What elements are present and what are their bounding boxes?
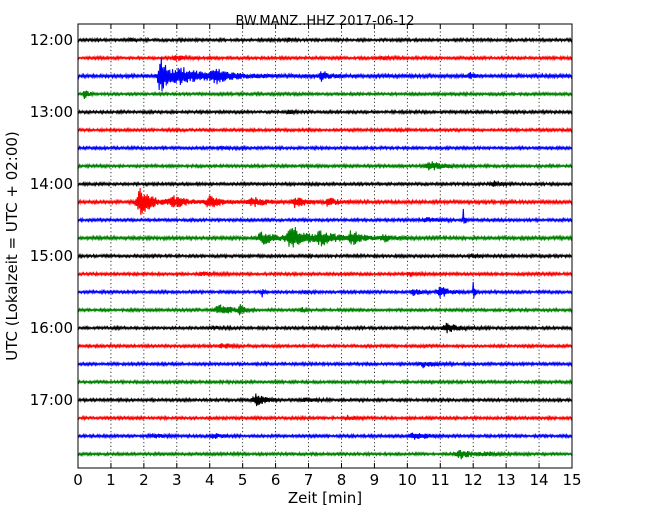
x-tick-label: 3 (172, 471, 182, 489)
y-axis-label: UTC (Lokalzeit = UTC + 02:00) (3, 131, 21, 361)
y-tick-label: 15:00 (30, 247, 73, 265)
trace-1730 (77, 432, 573, 440)
plot-frame (77, 23, 573, 469)
x-tick-label: 15 (562, 471, 581, 489)
y-tick-label: 14:00 (30, 175, 73, 193)
y-tick-label: 12:00 (30, 31, 73, 49)
y-tick-label: 16:00 (30, 319, 73, 337)
x-tick-label: 8 (337, 471, 347, 489)
x-tick-label: 6 (271, 471, 281, 489)
x-tick-label: 11 (431, 471, 450, 489)
x-tick-label: 7 (304, 471, 314, 489)
trace-1345 (77, 161, 573, 171)
x-tick-label: 10 (398, 471, 417, 489)
trace-1545 (77, 304, 573, 316)
x-tick-label: 13 (497, 471, 516, 489)
trace-1230 (77, 57, 573, 92)
trace-1515 (77, 270, 573, 278)
trace-1215 (77, 54, 573, 62)
x-axis-label: Zeit [min] (288, 489, 362, 507)
trace-1245 (77, 90, 573, 100)
trace-1645 (77, 378, 573, 386)
trace-group (77, 36, 573, 460)
trace-1715 (77, 414, 573, 422)
trace-1530 (77, 281, 573, 299)
ticks: 0 1 2 3 4 5 6 7 8 9 10 11 12 13 14 1512:0013:0014:0015:… (30, 24, 582, 489)
y-tick-label: 17:00 (30, 391, 73, 409)
trace-1700 (77, 393, 573, 407)
trace-1315 (77, 126, 573, 134)
x-tick-label: 5 (238, 471, 248, 489)
x-tick-label: 12 (464, 471, 483, 489)
x-tick-label: 2 (139, 471, 149, 489)
x-tick-label: 9 (370, 471, 380, 489)
x-tick-label: 1 (106, 471, 116, 489)
x-tick-label: 14 (530, 471, 549, 489)
trace-1200 (77, 36, 573, 44)
x-tick-label: 0 (73, 471, 83, 489)
trace-1330 (77, 144, 573, 152)
trace-1600 (77, 322, 573, 334)
x-tick-label: 4 (205, 471, 215, 489)
trace-1500 (77, 252, 573, 260)
trace-1445 (77, 227, 573, 248)
trace-1615 (77, 342, 573, 350)
trace-1745 (77, 449, 573, 460)
trace-1400 (77, 180, 573, 188)
y-tick-label: 13:00 (30, 103, 73, 121)
chart-title: BW.MANZ..HHZ 2017-06-12 (235, 14, 414, 29)
grid-lines (110, 24, 540, 468)
trace-1300 (77, 108, 573, 116)
trace-1630 (77, 360, 573, 369)
trace-1430 (77, 208, 573, 224)
trace-1415 (77, 188, 573, 215)
